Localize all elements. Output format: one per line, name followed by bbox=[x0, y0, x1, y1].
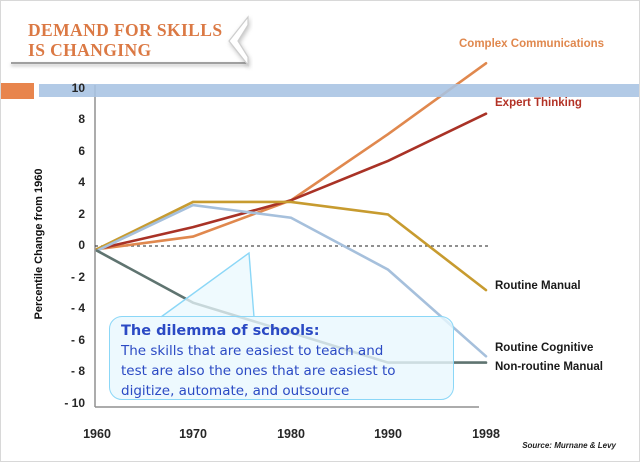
page-title: DEMAND FOR SKILLS IS CHANGING bbox=[28, 20, 258, 60]
callout-title: The dilemma of schools: bbox=[121, 323, 320, 339]
y-axis-title: Percentile Change from 1960 bbox=[33, 168, 45, 320]
y-tick-label: - 4 bbox=[70, 301, 85, 315]
y-tick-label: 4 bbox=[78, 175, 85, 189]
series-label-routine-manual: Routine Manual bbox=[495, 280, 581, 292]
y-tick-label: 0 bbox=[78, 238, 85, 252]
x-tick-label: 1960 bbox=[83, 427, 111, 441]
x-tick-label: 1990 bbox=[374, 427, 402, 441]
series-label-expert-thinking: Expert Thinking bbox=[495, 97, 582, 109]
y-tick-label: 8 bbox=[78, 112, 85, 126]
ribbon-chevron-icon bbox=[228, 15, 249, 67]
source-note: Source: Murnane & Levy bbox=[522, 441, 616, 450]
series-label-complex-communications: Complex Communications bbox=[459, 38, 605, 50]
accent-bar-left bbox=[1, 83, 34, 99]
callout-bubble: The dilemma of schools: The skills that … bbox=[109, 316, 454, 400]
series-line-routine-cognitive bbox=[95, 203, 488, 358]
y-tick-label: - 6 bbox=[70, 332, 85, 347]
page-title-line1: DEMAND FOR SKILLS bbox=[28, 20, 223, 40]
page-title-line2: IS CHANGING bbox=[28, 40, 152, 60]
series-line-expert-thinking bbox=[95, 112, 488, 251]
callout-line-2: test are also the ones that are easiest … bbox=[121, 363, 396, 379]
title-underline bbox=[11, 62, 248, 64]
callout-line-3: digitize, automate, and outsource bbox=[121, 383, 350, 399]
x-tick-label: 1998 bbox=[472, 427, 500, 441]
y-tick-label: 2 bbox=[78, 206, 85, 221]
y-tick-label: 10 bbox=[71, 80, 85, 95]
y-tick-label: - 2 bbox=[70, 269, 85, 284]
series-label-routine-cognitive: Routine Cognitive bbox=[495, 342, 594, 354]
y-tick-label: - 10 bbox=[64, 395, 85, 410]
y-tick-label: - 8 bbox=[70, 364, 85, 378]
series-line-routine-manual bbox=[95, 200, 488, 292]
y-tick-label: 6 bbox=[78, 143, 85, 158]
callout-line-1: The skills that are easiest to teach and bbox=[121, 343, 384, 359]
series-label-non-routine-manual: Non-routine Manual bbox=[495, 361, 603, 373]
top-blue-bar bbox=[39, 84, 639, 97]
x-tick-label: 1970 bbox=[179, 427, 207, 441]
x-tick-label: 1980 bbox=[277, 427, 305, 441]
